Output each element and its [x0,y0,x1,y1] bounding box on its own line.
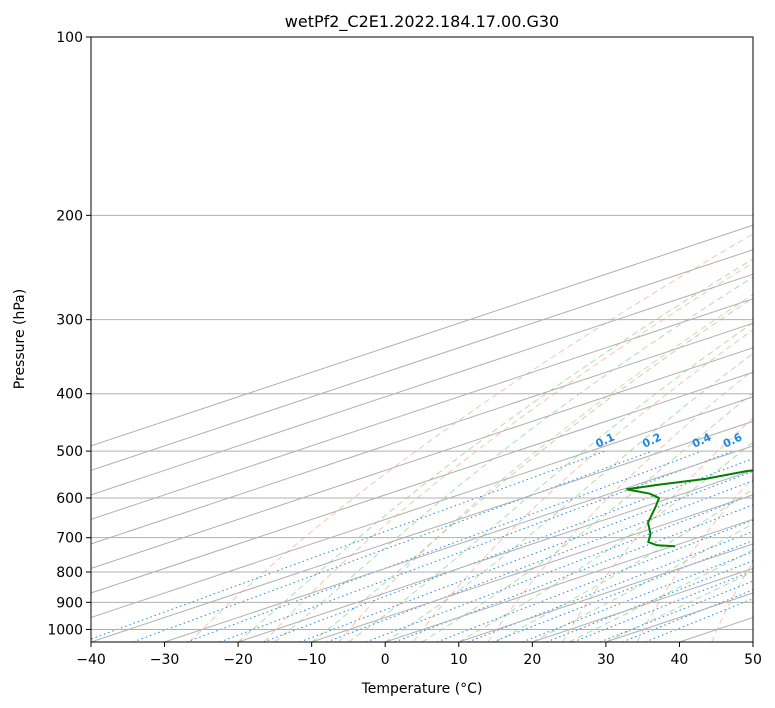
isotherm-line [164,445,753,642]
x-tick-label: −10 [297,652,327,668]
mixing-ratio-line [299,470,753,642]
y-tick-label: 500 [56,444,83,460]
moist-adiabat [568,549,753,642]
mixing-ratio-line [572,570,753,642]
dry-adiabat [189,233,753,642]
x-tick-label: 20 [523,652,541,668]
y-tick-label: 400 [56,387,83,403]
y-axis-label: Pressure (hPa) [12,289,28,389]
y-tick-label: 700 [56,531,83,547]
x-tick-label: 30 [597,652,615,668]
plot-area: -100-90-80-70-60-50-40-30-20-10010203040… [91,37,753,642]
moist-adiabat [274,276,753,642]
moist-adiabat [458,441,753,642]
dry-adiabat [338,293,753,642]
y-tick-label: 1000 [47,622,83,638]
mixing-ratio-lines [91,450,753,642]
mixing-ratio-line [622,589,753,642]
moist-adiabat [237,258,753,642]
isotherm-line [91,249,753,471]
isotherm-line [91,347,753,569]
isotherm-line [91,298,753,520]
y-tick-label: 900 [56,595,83,611]
moist-adiabat [348,322,753,642]
mixing-ratio-line [467,530,753,642]
mixing-ratio-line [546,560,753,642]
y-tick-label: 800 [56,565,83,581]
y-tick-label: 300 [56,313,83,329]
mixing-ratio-line [132,450,653,642]
profile-lines [626,469,753,548]
x-tick-label: 0 [381,652,390,668]
x-tick-label: −20 [223,652,253,668]
x-axis: −40 −30 −20 −10 0 10 20 30 40 50 [76,642,762,668]
isotherm-line [385,518,753,642]
mixing-ratio-line [645,598,753,642]
y-tick-label: 200 [56,208,83,224]
dry-adiabat [487,369,753,642]
isotherm-line [91,420,753,642]
moist-adiabat [532,523,753,642]
mixing-ratio-line [599,580,753,642]
x-tick-label: 40 [671,652,689,668]
dry-adiabat [263,262,753,642]
isotherm-line [91,396,753,619]
mixing-ratio-line [91,450,606,640]
chart-title: wetPf2_C2E1.2022.184.17.00.G30 [285,12,559,32]
isotherm-line [91,224,753,447]
plot-frame [90,36,754,643]
mixing-ratio-line [436,519,753,642]
x-tick-label: 10 [450,652,468,668]
y-axis: 100 200 300 400 500 600 700 800 900 1000 [47,30,91,638]
isotherms [91,224,753,642]
y-tick-label: 100 [56,30,83,46]
y-tick-label: 600 [56,491,83,507]
dewpoint-line [626,469,753,548]
isotherm-line [91,371,753,594]
isotherm-line [91,322,753,545]
moist-adiabats [237,258,753,642]
isotherm-line [311,494,753,642]
isotherm-line [91,273,753,496]
moist-adiabat [311,297,753,642]
x-tick-label: −40 [76,652,106,668]
x-tick-label: 50 [744,652,762,668]
isotherm-line [237,469,753,642]
x-axis-label: Temperature (°C) [361,681,483,697]
moist-adiabat [384,352,753,642]
mixing-ratio-line [522,551,753,642]
x-tick-label: −30 [150,652,180,668]
